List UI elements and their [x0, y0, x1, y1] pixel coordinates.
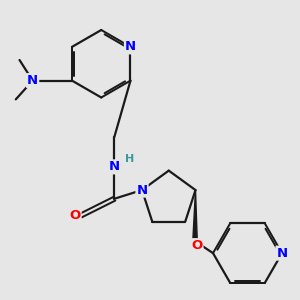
- Text: N: N: [136, 184, 148, 196]
- Text: H: H: [125, 154, 135, 164]
- Text: N: N: [276, 247, 288, 260]
- Polygon shape: [193, 190, 197, 246]
- Text: N: N: [125, 40, 136, 53]
- Text: O: O: [69, 209, 81, 222]
- Text: N: N: [109, 160, 120, 173]
- Text: N: N: [27, 74, 38, 87]
- Text: O: O: [191, 239, 203, 252]
